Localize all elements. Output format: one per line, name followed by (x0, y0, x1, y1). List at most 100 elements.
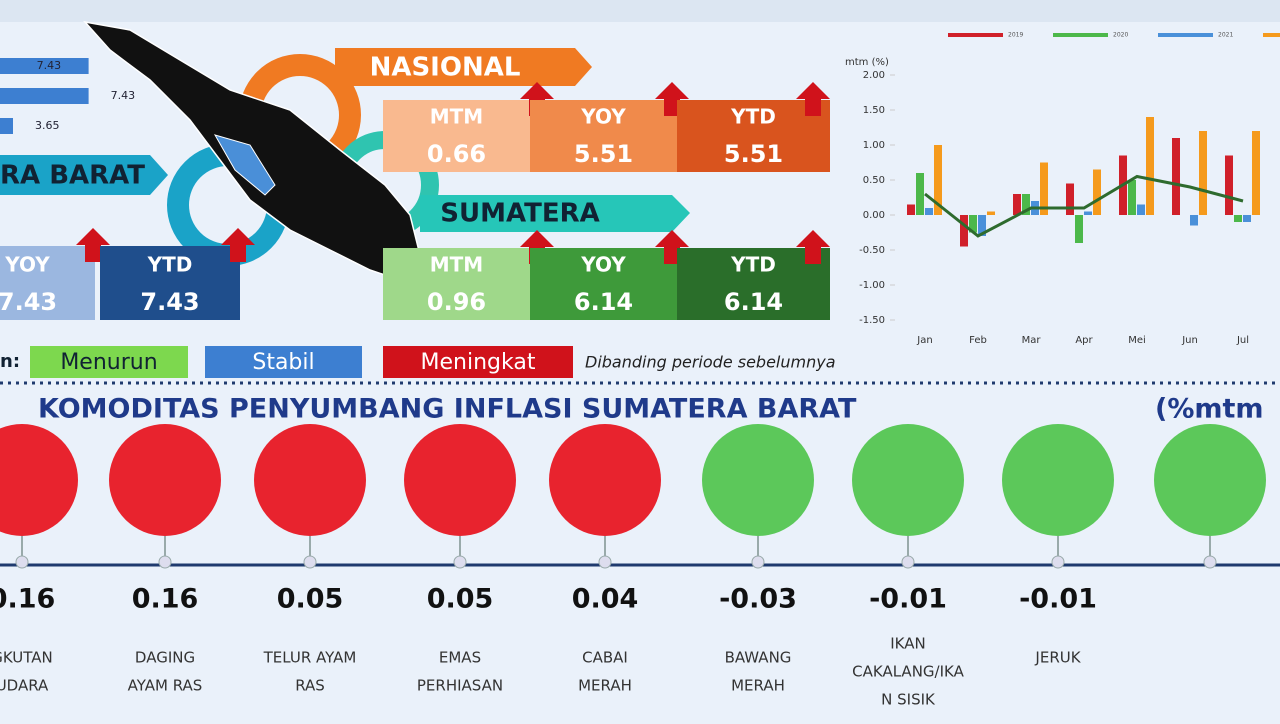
commodity-label: BAWANG (725, 649, 792, 667)
bar (1252, 131, 1260, 215)
stat-value: 6.14 (574, 288, 633, 316)
legend-note: Dibanding periode sebelumnya (585, 353, 836, 372)
top-strip (0, 0, 1280, 22)
commodity-label: N SISIK (881, 691, 936, 709)
up-arrow (221, 228, 255, 262)
bar (1137, 204, 1145, 215)
section-unit: (%mtm (1155, 394, 1264, 425)
up-arrow (655, 230, 689, 264)
stat-box (677, 100, 830, 172)
bar (0, 88, 89, 104)
icon-circle (0, 424, 78, 536)
bar (1022, 194, 1030, 215)
stat-label: YOY (4, 253, 50, 277)
commodity-value: 0.16 (0, 584, 55, 615)
up-arrow (520, 230, 554, 264)
stat-box (677, 248, 830, 320)
bar (916, 173, 924, 215)
stat-box (0, 246, 95, 320)
commodity-label: MERAH (578, 677, 632, 695)
legend-label: Menurun (60, 350, 157, 375)
bar (1190, 215, 1198, 226)
commodity-value: -0.03 (719, 584, 797, 615)
up-arrow (796, 230, 830, 264)
stat-box (530, 100, 677, 172)
bar (1084, 211, 1092, 215)
y-tick-label: 2.00 (863, 70, 885, 81)
legend-label: 2019 (1008, 32, 1023, 39)
commodity-label: UDARA (0, 677, 49, 695)
commodity-label: CABAI (582, 649, 628, 667)
bar-label: 7.43 (37, 59, 62, 72)
commodity-value: 0.05 (427, 584, 494, 615)
stat-box (530, 248, 677, 320)
bar-label: 3.65 (35, 119, 60, 132)
bar (1225, 155, 1233, 215)
stat-label: YTD (147, 253, 193, 277)
commodity-label: PERHIASAN (417, 677, 503, 695)
x-tick-label: Jun (1181, 335, 1198, 346)
trend-line (924, 174, 1244, 238)
stat-box (383, 248, 530, 320)
section-title: KOMODITAS PENYUMBANG INFLASI SUMATERA BA… (38, 394, 857, 425)
bar (1199, 131, 1207, 215)
banner (420, 195, 690, 232)
up-arrow (655, 82, 689, 116)
map-region (213, 134, 276, 196)
panel-name: SUMATERA (440, 199, 599, 229)
commodity-value: 0.05 (277, 584, 344, 615)
bar (1128, 180, 1136, 215)
commodity-label: MERAH (731, 677, 785, 695)
bar (1013, 194, 1021, 215)
node (1203, 555, 1217, 569)
stat-box (383, 100, 530, 172)
icon-circle (404, 424, 516, 536)
commodity-label: DAGING (135, 649, 195, 667)
legend-label: 2021 (1218, 32, 1233, 39)
legend-box (30, 346, 188, 378)
icon-circle (1002, 424, 1114, 536)
legend-label: 2020 (1113, 32, 1128, 39)
node (15, 555, 29, 569)
y-tick-label: -1.50 (859, 315, 885, 326)
commodity-value: 0.04 (572, 584, 639, 615)
commodity-label: IKAN (890, 635, 925, 653)
bar (1172, 138, 1180, 215)
stat-value: 7.43 (0, 288, 57, 316)
x-tick-label: Jan (916, 335, 932, 346)
node (158, 555, 172, 569)
x-tick-label: Mei (1128, 335, 1146, 346)
y-tick-label: 0.00 (863, 210, 885, 221)
node (598, 555, 612, 569)
bar (1093, 169, 1101, 215)
y-axis-label: mtm (%) (845, 57, 889, 68)
commodity-label: GKUTAN (0, 649, 53, 667)
bar (960, 215, 968, 247)
bar (0, 118, 13, 134)
stat-value: 5.51 (574, 140, 633, 168)
bar (1146, 117, 1154, 215)
bar (1234, 215, 1242, 222)
up-arrow (76, 228, 110, 262)
icon-circle (1154, 424, 1266, 536)
stat-value: 0.66 (427, 140, 486, 168)
bar (987, 211, 995, 215)
stat-label: YOY (580, 105, 626, 129)
icon-circle (254, 424, 366, 536)
commodity-label: JERUK (1034, 649, 1081, 667)
y-tick-label: 1.50 (863, 105, 885, 116)
bar (1040, 162, 1048, 215)
commodity-label: CAKALANG/IKA (852, 663, 964, 681)
node (901, 555, 915, 569)
commodity-value: -0.01 (1019, 584, 1097, 615)
commodity-label: TELUR AYAM (263, 649, 357, 667)
icon-circle (702, 424, 814, 536)
x-tick-label: Apr (1075, 335, 1093, 346)
stat-value: 7.43 (140, 288, 199, 316)
stat-label: MTM (430, 253, 483, 277)
legend-label: Stabil (252, 350, 314, 375)
bar (0, 58, 89, 74)
stat-value: 0.96 (427, 288, 486, 316)
commodity-value: -0.01 (869, 584, 947, 615)
